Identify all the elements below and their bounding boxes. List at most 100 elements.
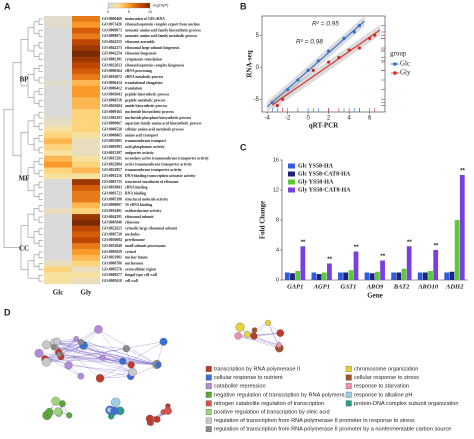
network-node [56,351,62,358]
go-term: cell wall [125,279,138,283]
network-edge [60,356,132,366]
go-id: GO:0006414 [102,81,122,85]
network-edge [56,341,101,379]
heat-cell [72,225,100,232]
go-id: GO:0005829 [102,250,122,254]
dendrogram [38,53,43,60]
heat-cell [72,80,100,87]
network-edge [254,332,281,337]
go-term: nuclear lumen [125,256,148,260]
bar [300,246,306,280]
go-term: nucleoside phosphate biosynthetic proces… [125,116,192,120]
heat-cell [72,27,100,34]
network-node [122,345,130,353]
bar [417,272,423,280]
go-term: nucleosome [125,261,144,265]
bar [311,272,317,280]
bar [316,274,322,280]
bar [454,220,460,280]
group-label: MF [19,175,30,183]
network-edge [267,322,280,346]
x-tick-label: GAT1 [340,283,356,290]
network-node [128,367,137,377]
heat-cell [72,196,100,203]
go-term: ribosome biogenesis [125,52,157,56]
dendrogram [38,216,43,224]
heat-cell [72,132,100,139]
y-tick-label: 16 [273,157,279,163]
go-id: GO:0003993 [102,145,122,149]
significance: ** [301,240,306,246]
annotation: R² = 0.95 [312,21,339,28]
heat-cell [72,91,100,98]
bar [369,273,375,280]
heat-cell [72,97,100,104]
network-edge [126,348,158,365]
point [270,100,274,104]
legend-label: Gly [400,69,411,77]
heat-cell [72,103,100,110]
point [327,49,331,53]
go-id: GO:0022613 [102,63,122,67]
significance: ** [407,240,412,246]
x-tick-label: ARO9 [366,283,384,290]
go-term: RNA binding [125,192,146,196]
dendrogram [33,44,39,57]
heat-cell [44,278,72,285]
network-node [54,407,62,416]
dendrogram [33,208,39,221]
go-term: nucleotide biosynthetic process [125,110,174,114]
heat-cell [72,254,100,261]
legend-swatch [345,383,352,390]
go-id: GO:0006412 [102,87,122,91]
heat-cell [44,272,72,279]
dendrogram [3,109,21,248]
go-term: extracellular region [125,267,156,271]
go-term: active transmembrane transporter activit… [125,162,192,166]
bar [433,250,439,280]
dendrogram [38,228,43,235]
point [280,97,285,101]
go-term: small-subunit processome [125,244,166,248]
network-node [146,420,153,426]
y-tick-label: 12 [273,187,279,193]
network-node [95,374,105,383]
y-tick-label: 8 [276,217,279,223]
x-axis-label: qRT-PCR [309,122,339,130]
network-node [276,329,285,337]
network-node [276,342,282,348]
heat-cell [44,80,72,87]
go-term: amino acid transport [125,133,159,137]
legend-swatch [205,409,212,415]
dendrogram [33,184,39,197]
go-term: peptide biosynthetic process [125,92,170,96]
heat-cell [44,45,72,52]
go-id: GO:0009073 [102,28,122,32]
go-id: GO:0032040 [102,244,122,248]
go-id: GO:0002181 [102,58,122,62]
plot-area [261,15,386,113]
go-term: ribosomal large subunit biogenesis [125,46,180,50]
dendrogram [33,114,39,127]
bar [364,272,370,280]
dendrogram [33,161,39,174]
x-tick-label: 0 [306,116,310,122]
network-node [73,336,80,342]
go-id: GO:0009277 [102,273,122,277]
panel-label: D [4,307,11,317]
go-term: 5S rRNA binding [125,203,152,207]
heat-cell [72,144,100,151]
bar [396,272,402,280]
go-term: aromatic amino acid family biosynthetic … [125,28,201,32]
network-node [164,407,172,415]
heat-cell [72,21,100,28]
legend-swatch [205,391,212,398]
network-node [77,339,85,346]
heat-cell [44,249,72,256]
heat-cell [44,91,72,98]
significance: ** [460,169,465,175]
heat-cell [44,138,72,145]
heat-cell [72,155,100,162]
heat-cell [44,225,72,232]
go-id: GO:0042273 [102,46,122,50]
